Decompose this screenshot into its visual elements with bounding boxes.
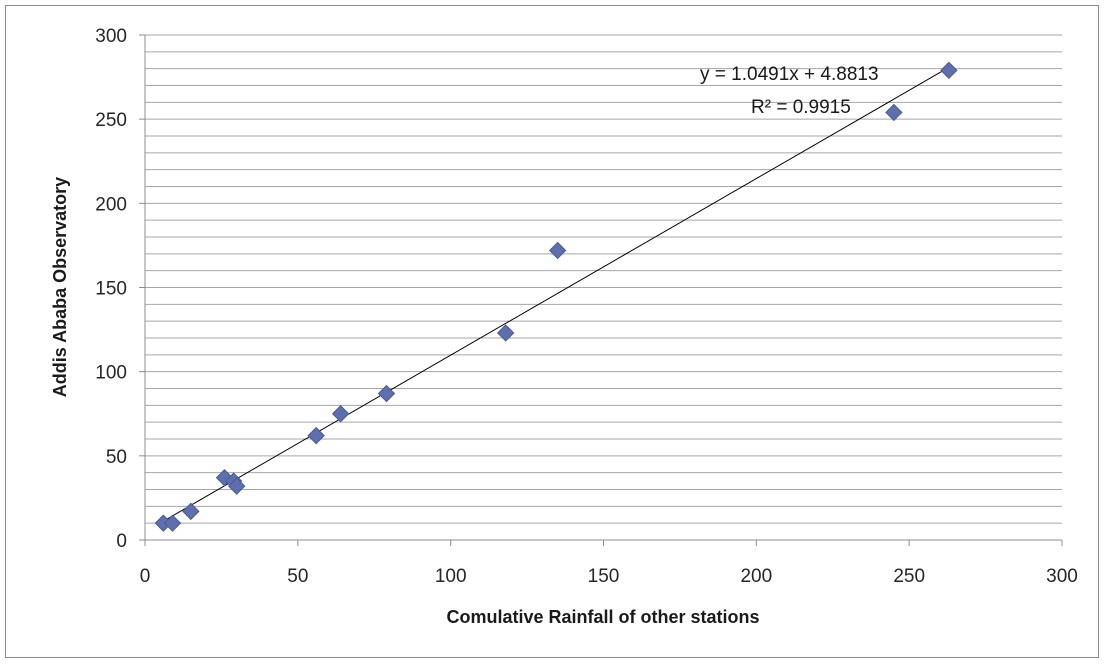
x-tick-label: 150 — [588, 566, 620, 587]
x-tick-label: 0 — [140, 566, 151, 587]
y-tick-label: 150 — [95, 279, 127, 300]
y-tick-label: 200 — [95, 194, 127, 215]
trendline-equation: y = 1.0491x + 4.8813 — [700, 64, 879, 85]
data-point — [377, 384, 396, 403]
data-point — [163, 514, 182, 532]
data-point — [885, 103, 903, 122]
x-tick-labels: 0 50 100 150 200 250 300 — [140, 566, 1078, 587]
x-tick-label: 200 — [740, 566, 772, 587]
trendline-r-squared: R² = 0.9915 — [751, 97, 851, 118]
y-tick-label: 0 — [116, 531, 127, 552]
data-point — [331, 405, 350, 423]
data-point — [548, 241, 567, 260]
data-point — [496, 324, 515, 342]
trendline-line — [163, 66, 950, 522]
y-tick-label: 300 — [95, 26, 127, 47]
data-point — [182, 502, 200, 521]
data-point — [307, 426, 325, 445]
y-tick-labels: 0 50 100 150 200 250 300 — [95, 26, 127, 552]
y-tick-label: 100 — [95, 363, 127, 384]
trendline — [163, 66, 950, 522]
x-tick-label: 50 — [287, 566, 308, 587]
y-tick-label: 50 — [106, 447, 127, 468]
y-tick-label: 250 — [95, 110, 127, 131]
x-tick-label: 250 — [893, 566, 925, 587]
x-tick-label: 300 — [1046, 566, 1078, 587]
chart-frame — [5, 5, 1099, 658]
y-axis-title: Addis Ababa Observatory — [50, 177, 70, 397]
data-points — [154, 61, 958, 532]
data-point — [227, 477, 246, 495]
data-point — [940, 61, 958, 80]
axes — [139, 34, 1063, 546]
x-tick-label: 100 — [435, 566, 467, 587]
x-axis-title: Comulative Rainfall of other stations — [446, 607, 759, 627]
gridlines — [145, 34, 1062, 524]
